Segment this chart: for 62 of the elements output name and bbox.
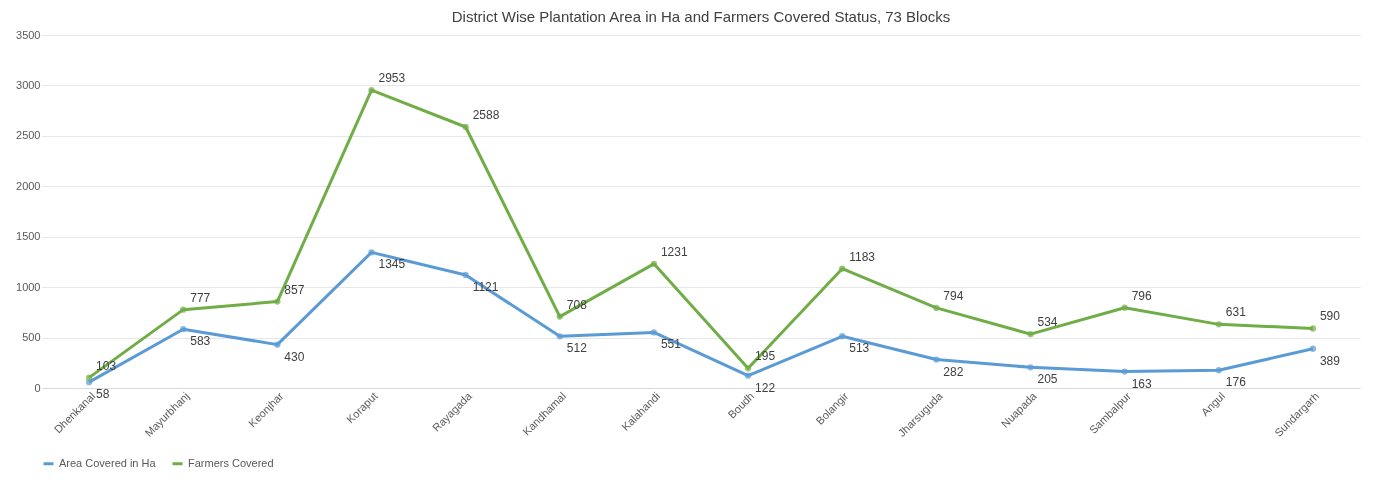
data-label: 2953: [378, 71, 406, 86]
point: [933, 304, 940, 312]
y-tick-label: 500: [22, 331, 41, 344]
data-label: 534: [1037, 315, 1058, 330]
data-label: 205: [1037, 372, 1058, 387]
point: [1027, 364, 1034, 371]
data-label: 551: [660, 337, 682, 352]
y-tick-label: 3000: [16, 78, 41, 91]
data-label: 176: [1225, 375, 1247, 390]
data-label: 1183: [849, 249, 876, 264]
point: [462, 123, 469, 131]
data-label: 58: [96, 387, 110, 402]
point: [744, 365, 752, 372]
data-label: 163: [1131, 376, 1152, 391]
point: [1309, 325, 1317, 332]
point: [368, 249, 375, 256]
point: [1027, 330, 1034, 338]
point: [1215, 321, 1222, 328]
data-label: 513: [849, 341, 870, 356]
chart-title: District Wise Plantation Area in Ha and Farmers Covered Status, 73 Blocks: [451, 8, 951, 25]
data-label: 590: [1319, 309, 1341, 324]
point: [1121, 368, 1128, 375]
point: [274, 341, 281, 348]
data-label: 857: [284, 282, 305, 297]
data-label: 1345: [378, 257, 406, 272]
data-label: 777: [190, 290, 211, 305]
point: [1215, 367, 1222, 374]
y-tick-label: 3500: [16, 28, 41, 41]
point: [556, 313, 563, 320]
point: [839, 333, 846, 340]
point: [650, 260, 658, 267]
data-label: 282: [943, 364, 964, 379]
point: [933, 356, 940, 363]
data-label: 430: [284, 349, 305, 364]
point: [462, 271, 469, 279]
legend-label: Area Covered in Ha: [59, 456, 157, 469]
data-label: 794: [943, 288, 964, 303]
y-tick-label: 0: [34, 381, 41, 394]
point: [839, 265, 846, 272]
point: [556, 333, 563, 340]
data-label: 583: [190, 334, 211, 349]
data-label: 2588: [472, 107, 500, 122]
point: [180, 306, 187, 313]
point: [180, 326, 187, 333]
point: [274, 298, 281, 305]
data-label: 512: [566, 341, 588, 356]
y-tick-label: 2500: [16, 129, 41, 142]
point: [744, 372, 752, 379]
point: [1309, 345, 1317, 352]
data-label: 389: [1319, 353, 1341, 368]
point: [85, 374, 93, 381]
data-label: 122: [755, 380, 776, 395]
legend-label: Farmers Covered: [188, 456, 274, 469]
data-label: 631: [1225, 305, 1247, 320]
point: [368, 87, 375, 94]
y-tick-label: 1000: [16, 280, 41, 293]
data-label: 796: [1131, 288, 1152, 303]
data-label: 1231: [660, 244, 688, 259]
point: [1121, 304, 1128, 311]
point: [650, 329, 658, 336]
y-tick-label: 1500: [16, 230, 41, 243]
y-tick-label: 2000: [16, 179, 41, 192]
